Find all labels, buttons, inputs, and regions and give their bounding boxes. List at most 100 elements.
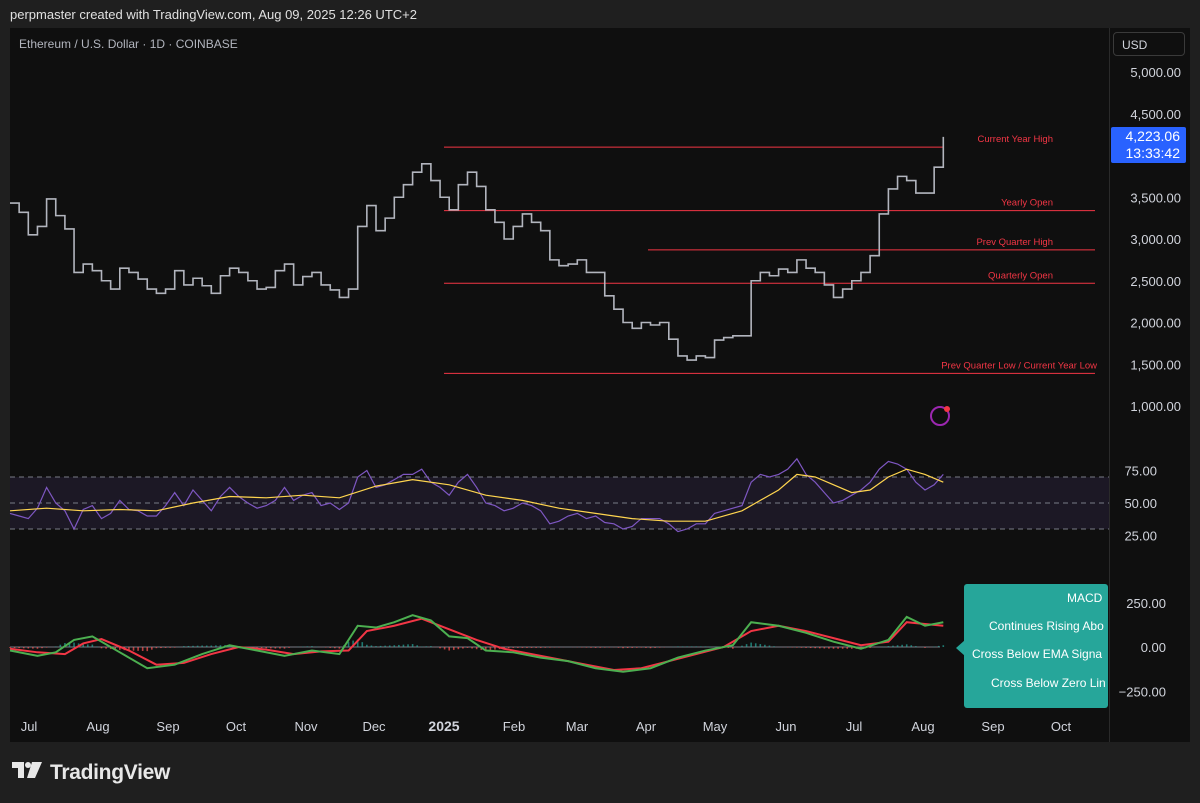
price-tick-label: 2,500.00 xyxy=(1130,274,1181,289)
macd-histogram-bar xyxy=(887,646,890,647)
macd-histogram-bar xyxy=(269,647,272,649)
macd-histogram-bar xyxy=(183,646,185,647)
macd-histogram-bar xyxy=(32,647,34,649)
tradingview-logo-icon xyxy=(12,762,42,778)
macd-histogram-bar xyxy=(192,645,194,647)
macd-histogram-bar xyxy=(402,644,405,647)
macd-histogram-bar xyxy=(141,647,144,651)
macd-histogram-bar xyxy=(603,647,606,648)
macd-histogram-bar xyxy=(288,647,290,648)
macd-histogram-bar xyxy=(937,645,940,647)
macd-tick-label: 0.00 xyxy=(1141,640,1166,655)
top-bar: perpmaster created with TradingView.com,… xyxy=(0,0,1200,28)
macd-histogram-bar xyxy=(942,645,945,647)
symbol-title: Ethereum / U.S. Dollar · 1D · COINBASE xyxy=(19,37,238,51)
macd-histogram-bar xyxy=(45,647,48,648)
macd-histogram-bar xyxy=(800,647,803,648)
last-price: 4,223.06 xyxy=(1125,128,1181,144)
macd-label-line: Continues Rising Abo xyxy=(989,619,1104,633)
macd-histogram-bar xyxy=(590,647,592,648)
macd-histogram-bar xyxy=(823,647,826,649)
time-axis-label: Oct xyxy=(1051,719,1072,734)
macd-histogram-bar xyxy=(151,647,153,650)
price-tick-label: 3,000.00 xyxy=(1130,232,1181,247)
macd-histogram-bar xyxy=(544,647,547,648)
macd-histogram-bar xyxy=(73,642,75,647)
macd-histogram-bar xyxy=(892,645,894,647)
macd-histogram-bar xyxy=(869,647,871,648)
macd-histogram-bar xyxy=(539,647,542,648)
macd-histogram-bar xyxy=(809,647,812,649)
macd-histogram-bar xyxy=(411,644,414,647)
macd-histogram-bar xyxy=(324,647,327,648)
rsi-ma-line xyxy=(9,468,944,522)
macd-histogram-bar xyxy=(311,646,313,647)
macd-histogram-bar xyxy=(187,645,190,647)
macd-histogram-bar xyxy=(750,642,752,647)
time-axis-label: Feb xyxy=(503,719,525,734)
macd-histogram-bar xyxy=(215,645,217,647)
macd-histogram-bar xyxy=(585,647,588,648)
macd-histogram-bar xyxy=(443,647,446,650)
macd-histogram-bar xyxy=(22,647,25,649)
level-label: Prev Quarter High xyxy=(976,237,1053,248)
macd-histogram-bar xyxy=(356,639,359,647)
price-tick-label: 2,000.00 xyxy=(1130,316,1181,331)
macd-histogram-bar xyxy=(773,646,775,647)
footer-logo[interactable]: TradingView xyxy=(12,760,170,786)
price-tick-label: 4,500.00 xyxy=(1130,107,1181,122)
macd-histogram-bar xyxy=(398,644,400,647)
macd-histogram-bar xyxy=(393,645,396,647)
macd-histogram-bar xyxy=(425,646,428,647)
macd-histogram-bar xyxy=(155,647,158,649)
macd-histogram-bar xyxy=(196,645,199,647)
macd-histogram-bar xyxy=(114,647,117,650)
time-axis-label: Dec xyxy=(362,719,386,734)
macd-histogram-bar xyxy=(837,647,839,649)
macd-histogram-bar xyxy=(265,647,267,649)
macd-histogram-bar xyxy=(745,644,748,647)
level-label: Yearly Open xyxy=(1001,198,1053,209)
rsi-tick-label: 50.00 xyxy=(1124,496,1157,511)
macd-histogram-bar xyxy=(279,647,281,649)
macd-histogram-bar xyxy=(201,645,203,647)
currency-button[interactable]: USD xyxy=(1113,32,1185,56)
macd-histogram-bar xyxy=(695,646,698,647)
macd-histogram-bar xyxy=(686,646,688,647)
macd-histogram-bar xyxy=(617,647,620,648)
price-tick-label: 1,000.00 xyxy=(1130,399,1181,414)
macd-histogram-bar xyxy=(700,646,702,647)
macd-histogram-bar xyxy=(54,646,57,647)
macd-tick-label: −250.00 xyxy=(1119,684,1166,699)
macd-histogram-bar xyxy=(677,646,679,647)
macd-histogram-bar xyxy=(334,647,336,649)
macd-histogram-bar xyxy=(306,646,309,647)
macd-histogram-bar xyxy=(635,647,638,648)
macd-histogram-bar xyxy=(910,645,913,647)
macd-histogram-bar xyxy=(375,646,377,647)
macd-histogram-bar xyxy=(205,645,208,647)
macd-histogram-bar xyxy=(146,647,149,652)
time-axis-label: May xyxy=(703,719,728,734)
macd-histogram-bar xyxy=(68,642,71,647)
spark-icon xyxy=(930,406,950,426)
macd-histogram-bar xyxy=(530,647,533,648)
macd-histogram-bar xyxy=(901,644,903,647)
macd-histogram-bar xyxy=(27,647,30,649)
macd-label-title: MACD xyxy=(1067,591,1103,605)
macd-histogram-bar xyxy=(759,644,762,647)
time-axis-label: Sep xyxy=(981,719,1004,734)
macd-histogram-bar xyxy=(626,647,629,649)
macd-label-pointer xyxy=(956,640,965,656)
macd-histogram-bar xyxy=(485,647,487,651)
macd-histogram-bar xyxy=(512,647,515,648)
brand-name: TradingView xyxy=(50,761,171,784)
macd-histogram-bar xyxy=(338,647,341,649)
macd-histogram-bar xyxy=(727,647,730,648)
macd-histogram-bar xyxy=(105,647,107,649)
macd-histogram-bar xyxy=(347,641,350,647)
macd-histogram-bar xyxy=(649,647,652,649)
macd-histogram-bar xyxy=(814,647,816,649)
macd-histogram-bar xyxy=(805,647,807,648)
spark-icon-ring xyxy=(930,406,950,426)
